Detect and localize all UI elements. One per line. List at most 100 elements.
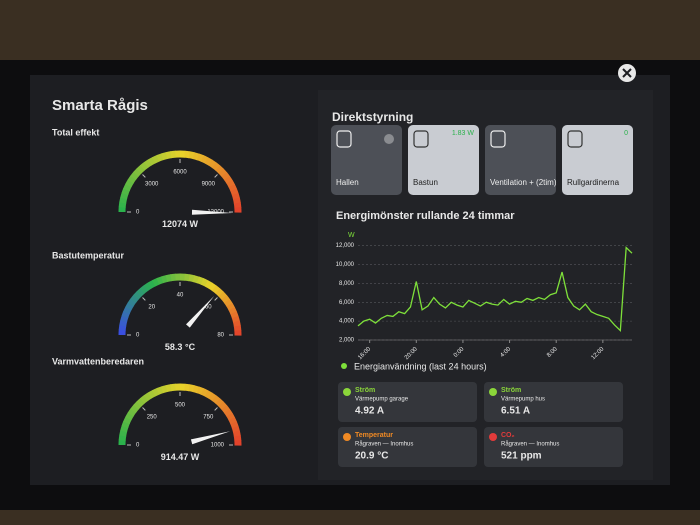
gauge-arc (170, 383, 177, 392)
gauge-arc (136, 164, 146, 174)
gauge-arc (192, 385, 200, 394)
tile-badge: 1.83 W (452, 130, 475, 137)
gauge-arc (143, 392, 152, 401)
control-tile[interactable] (485, 125, 556, 195)
gauge-tick-label: 80 (217, 333, 224, 339)
gauge-arc (226, 302, 236, 311)
control-tile[interactable] (331, 125, 402, 195)
gauge-arc (226, 179, 236, 188)
gauge-arc (123, 306, 132, 315)
tile-icon (567, 130, 583, 148)
gauge-arc (125, 179, 134, 188)
gauge-arc (188, 151, 195, 160)
gauge-arc (121, 187, 130, 196)
gauge-arc (118, 201, 127, 208)
gauge-arc (221, 405, 231, 414)
chart-title: Energimönster rullande 24 timmar (336, 210, 515, 222)
gauge-arc (156, 153, 164, 162)
y-tick-label: 6,000 (339, 300, 355, 306)
gauge-tick-label: 20 (148, 304, 155, 310)
gauge-arc (125, 302, 134, 311)
gauge-arc (228, 184, 238, 192)
sensor-value: 521 ppm (501, 451, 542, 462)
gauge-label: Bastutemperatur (52, 250, 125, 260)
sensor-card (338, 427, 477, 467)
gauge-tick-label: 750 (203, 414, 214, 420)
gauge-arc (184, 273, 191, 282)
y-tick-label: 4,000 (339, 319, 355, 325)
gauge-arc (230, 311, 239, 319)
gauge-unit: W (191, 452, 200, 462)
gauge-arc (170, 150, 177, 159)
gauge-arc (130, 404, 139, 413)
gauge-tick-label: 0 (136, 210, 140, 216)
gauge-label: Varmvattenberedaren (52, 356, 144, 366)
gauge-arc (160, 152, 168, 161)
controls-title: Direktstyrning (332, 110, 413, 124)
tile-icon (336, 130, 352, 148)
gauge-arc (160, 385, 168, 394)
gauge-arc (170, 273, 177, 282)
gauge-arc (118, 324, 127, 331)
sensor-card (484, 427, 623, 467)
legend-swatch (341, 363, 347, 369)
gauge-arc (184, 150, 191, 159)
gauge-value-number: 58.3 (165, 342, 183, 352)
gauge-tick-label: 0 (136, 443, 140, 449)
gauge-arc (224, 298, 233, 307)
sensor-card (338, 382, 477, 422)
gauge-arc (152, 154, 160, 164)
sensor-icon (489, 433, 497, 441)
tile-icon (490, 130, 506, 148)
gauge-arc (136, 287, 146, 297)
y-tick-label: 12,000 (336, 243, 355, 249)
gauge-arc (119, 430, 128, 437)
gauge-arc (147, 389, 156, 399)
gauge-arc (218, 291, 228, 301)
gauge-arc (192, 152, 200, 161)
sensor-title: CO₂ (501, 432, 515, 439)
gauge-arc (136, 397, 146, 407)
gauge-arc (143, 159, 152, 168)
control-tile[interactable] (562, 125, 633, 195)
y-tick-label: 2,000 (339, 338, 355, 344)
gauge-arc (204, 157, 213, 166)
sensor-title: Ström (501, 387, 521, 394)
gauge-arc (218, 168, 228, 178)
gauge-arc (200, 388, 209, 397)
gauge-arc (200, 155, 209, 164)
sensor-value: 4.92 A (355, 406, 384, 417)
gauge-arc (212, 162, 221, 171)
gauge-arc (119, 197, 128, 204)
gauge-arc (127, 408, 137, 417)
gauge-arc (123, 183, 132, 192)
gauge-arc (228, 417, 238, 425)
gauge-arc (143, 282, 152, 291)
gauge-tick-label: 1000 (211, 443, 225, 449)
y-tick-label: 8,000 (339, 281, 355, 287)
gauge-arc (118, 434, 127, 441)
gauge-arc (218, 401, 228, 411)
gauge-tick-label: 6000 (173, 170, 187, 176)
gauge-arc (125, 412, 134, 421)
gauge-tick (214, 174, 218, 178)
gauge-arc (215, 288, 224, 297)
gauge-arc (232, 320, 241, 328)
sensor-subtitle: Rågraven — Inomhus (355, 441, 413, 448)
gauge-arc (121, 310, 130, 319)
gauge-arc (230, 188, 239, 196)
gauge-arc (231, 425, 240, 433)
gauge-tick (142, 174, 146, 178)
gauge-value: 914.47 W (161, 452, 200, 462)
y-axis-label: W (348, 232, 355, 239)
gauge-arc (204, 390, 213, 399)
sensor-icon (343, 433, 351, 441)
gauge-arc (231, 192, 240, 200)
control-tile[interactable] (408, 125, 479, 195)
sensor-icon (343, 388, 351, 396)
gauge-arc (147, 279, 156, 289)
gauge-arc (192, 275, 200, 284)
gauge-arc (196, 276, 205, 285)
gauge-arc (152, 277, 160, 287)
data-line (357, 246, 633, 333)
